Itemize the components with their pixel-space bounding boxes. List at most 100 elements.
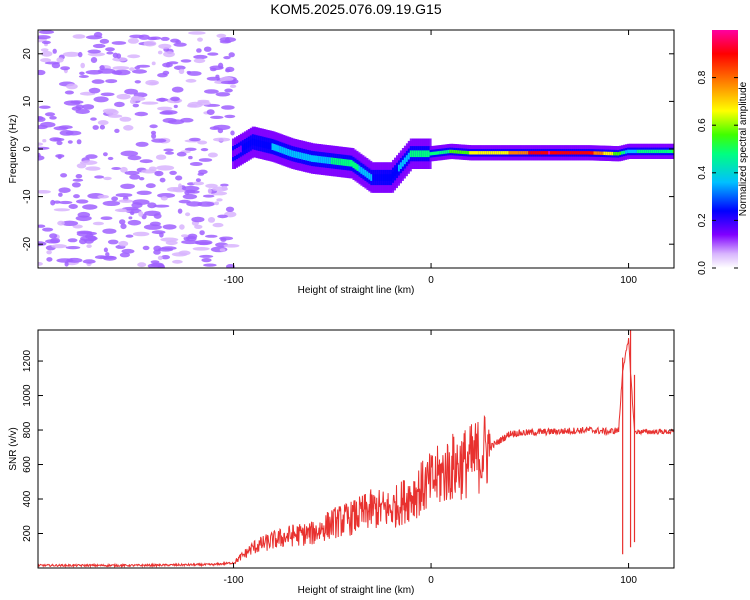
- spectrogram-cell: [195, 178, 201, 183]
- spectrogram-cell: [40, 121, 56, 128]
- spectrogram-x-tick-label: -100: [224, 275, 244, 286]
- spectrogram-cell: [42, 227, 54, 232]
- spectrogram-cell: [205, 183, 218, 188]
- spectrogram-cell: [196, 48, 202, 53]
- spectrogram-y-tick-label: 10: [22, 95, 33, 107]
- spectrogram-cell: [207, 188, 212, 194]
- spectrogram-cell: [90, 57, 98, 63]
- spectrogram-cell: [203, 263, 217, 267]
- spectrogram-y-axis-label: Frequency (Hz): [8, 115, 19, 184]
- snr-line: [38, 337, 674, 568]
- spectrogram-cell: [114, 128, 120, 133]
- spectrogram-cell: [186, 104, 198, 108]
- spectrogram-cell: [151, 61, 156, 66]
- spectrogram-cell: [224, 114, 236, 119]
- spectrogram-cell: [92, 125, 99, 130]
- snr-x-tick-label: 0: [428, 575, 434, 586]
- snr-x-tick-label: -100: [224, 575, 244, 586]
- spectrogram-cell: [76, 199, 89, 204]
- spectrogram-cell: [193, 54, 208, 60]
- spectrogram-cell: [44, 61, 61, 65]
- spectrogram-cell: [221, 105, 235, 110]
- spectrogram-cell: [60, 173, 68, 178]
- spectrogram-cell: [149, 81, 158, 86]
- spectrogram-cell: [179, 224, 185, 230]
- spectrogram-cell: [72, 178, 84, 182]
- spectrogram-cell: [157, 73, 168, 78]
- spectrogram-cell: [100, 92, 115, 97]
- spectrogram-cell: [151, 133, 157, 140]
- spectrogram-cell: [138, 211, 144, 217]
- spectrogram-cell: [68, 204, 78, 209]
- spectrogram-cell: [176, 151, 187, 157]
- spectrogram-cell: [163, 51, 175, 58]
- spectrogram-cell: [65, 246, 81, 250]
- spectrogram-cell: [186, 201, 203, 207]
- spectrogram-cell: [184, 147, 197, 151]
- spectrogram-cell: [132, 103, 139, 108]
- spectrogram-cell: [218, 62, 224, 69]
- spectrogram-cell: [185, 78, 197, 83]
- spectrogram-cell: [107, 156, 114, 161]
- spectrogram-cell: [212, 222, 224, 228]
- spectrogram-cell: [193, 58, 206, 64]
- spectrogram-cell: [207, 217, 216, 223]
- spectrogram-cell: [112, 66, 130, 70]
- snr-frame: [37, 329, 675, 569]
- spectrogram-cell: [115, 193, 133, 198]
- spectrogram-y-ticks: -20 -10 0 10 20: [22, 48, 674, 251]
- spectrogram-cell: [188, 31, 206, 35]
- spectrogram-cell: [149, 124, 158, 129]
- spectrogram-cell: [158, 43, 172, 49]
- spectrogram-cell: [91, 79, 105, 84]
- spectrogram-cell: [107, 114, 123, 118]
- spectrogram-cell: [50, 238, 61, 244]
- spectrogram-cell: [204, 89, 219, 94]
- spectrogram-cell: [82, 259, 96, 264]
- colorbar-tick-label: 0.6: [697, 118, 708, 132]
- spectrogram-cell: [150, 260, 160, 264]
- spectrogram-cell: [97, 120, 109, 126]
- spectrogram-cell: [219, 248, 226, 252]
- spectrogram-cell: [134, 80, 141, 84]
- spectrogram-cell: [186, 70, 192, 74]
- snr-y-tick-label: 600: [22, 456, 33, 473]
- spectrogram-cell: [157, 50, 163, 55]
- spectrogram-cell: [58, 192, 63, 197]
- snr-y-ticks: 200 400 600 800 1000 1200: [22, 349, 674, 542]
- colorbar: 0.0 0.2 0.4 0.6 0.8 Normalized spectral ampl…: [697, 30, 749, 275]
- spectrogram-cell: [77, 51, 83, 58]
- spectrogram-x-tick-label: 0: [428, 275, 434, 286]
- spectrogram-cell: [80, 62, 85, 69]
- spectrogram-cell: [160, 36, 170, 41]
- spectrogram-cell: [58, 200, 73, 205]
- snr-marks: [38, 330, 674, 568]
- spectrogram-cell: [86, 244, 92, 249]
- spectrogram-x-ticks: -100 0 100: [224, 30, 637, 286]
- spectrogram-cell: [188, 155, 193, 160]
- spectrogram-cell: [197, 140, 208, 145]
- spectrogram-cell: [41, 40, 51, 45]
- spectrogram-cell: [121, 248, 135, 254]
- spectrogram-cell: [165, 240, 178, 246]
- spectrogram-cell: [105, 79, 118, 84]
- spectrogram-cell: [206, 76, 221, 81]
- spectrogram-cell: [72, 224, 83, 229]
- spectrogram-cell: [202, 194, 215, 198]
- spectrogram-cell: [194, 224, 203, 229]
- snr-y-tick-label: 200: [22, 525, 33, 542]
- spectrogram-cell: [127, 38, 139, 44]
- spectrogram-cell: [88, 87, 101, 94]
- spectrogram-cell: [66, 83, 78, 90]
- spectrogram-marks: [38, 30, 674, 268]
- spectrogram-cell: [119, 252, 130, 258]
- spectrogram-cell: [120, 183, 135, 189]
- spectrogram-cell: [199, 230, 205, 236]
- spectrogram-cell: [670, 149, 674, 154]
- spectrogram-cell: [189, 162, 203, 166]
- spectrogram-cell: [124, 170, 140, 176]
- spectrogram-cell: [159, 111, 173, 115]
- spectrogram-cell: [60, 66, 70, 71]
- spectrogram-cell: [120, 223, 127, 230]
